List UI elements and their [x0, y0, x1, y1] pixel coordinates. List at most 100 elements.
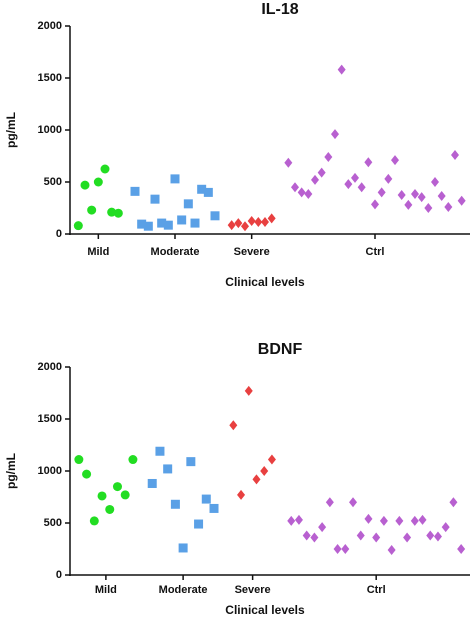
- point: [324, 152, 333, 163]
- point: [194, 519, 204, 529]
- x-axis-label: Clinical levels: [225, 275, 305, 289]
- point: [317, 167, 326, 178]
- point: [403, 532, 412, 543]
- point: [97, 491, 107, 501]
- x-tick-label: Mild: [95, 584, 117, 596]
- point: [457, 195, 466, 206]
- point: [147, 478, 157, 488]
- point: [186, 457, 196, 467]
- point: [444, 201, 453, 212]
- x-tick-label: Mild: [87, 246, 109, 258]
- point: [237, 489, 246, 500]
- y-tick-label: 2000: [38, 20, 62, 32]
- point: [395, 515, 404, 526]
- point: [341, 544, 350, 554]
- x-tick-label: Moderate: [151, 246, 200, 258]
- point: [351, 172, 359, 183]
- point: [261, 217, 269, 228]
- point: [302, 530, 311, 541]
- point: [310, 532, 319, 543]
- point: [297, 187, 306, 198]
- x-axis-label: Clinical levels: [225, 603, 305, 617]
- point: [457, 544, 466, 554]
- point: [287, 515, 296, 526]
- point: [291, 182, 299, 193]
- point: [387, 545, 396, 556]
- point: [424, 203, 433, 213]
- point: [197, 184, 207, 194]
- point: [170, 174, 180, 184]
- y-tick-label: 1000: [38, 124, 62, 136]
- point: [433, 531, 442, 542]
- point: [80, 180, 90, 190]
- point: [451, 149, 459, 160]
- point: [244, 385, 253, 396]
- point: [411, 188, 419, 199]
- point: [163, 464, 173, 474]
- point: [247, 216, 256, 226]
- point: [203, 187, 213, 197]
- point: [170, 499, 180, 509]
- point: [357, 182, 366, 193]
- point: [112, 482, 122, 492]
- point: [155, 446, 165, 456]
- point: [379, 515, 388, 526]
- y-tick-label: 0: [56, 228, 62, 240]
- point: [113, 208, 123, 218]
- point: [157, 218, 167, 228]
- point: [331, 129, 339, 140]
- y-tick-label: 2000: [38, 361, 62, 373]
- point: [333, 544, 342, 554]
- point: [449, 497, 458, 508]
- point: [284, 157, 293, 168]
- point: [254, 217, 263, 228]
- point: [431, 177, 439, 187]
- point: [105, 504, 115, 514]
- point: [410, 515, 419, 526]
- point: [252, 474, 261, 485]
- x-tick-label: Ctrl: [367, 584, 386, 596]
- point: [82, 469, 92, 479]
- point: [73, 221, 83, 231]
- point: [128, 455, 138, 465]
- point: [229, 420, 238, 431]
- point: [190, 218, 200, 228]
- point: [377, 187, 386, 198]
- point: [93, 177, 103, 187]
- y-tick-label: 0: [56, 569, 62, 581]
- point: [234, 218, 243, 229]
- chart-title: IL-18: [261, 1, 298, 18]
- point: [397, 190, 406, 200]
- point: [120, 490, 130, 500]
- point: [137, 219, 147, 229]
- point: [201, 494, 211, 504]
- point: [356, 530, 365, 541]
- point: [178, 543, 188, 553]
- chart-title: BDNF: [258, 341, 303, 358]
- point: [391, 155, 399, 166]
- y-tick-label: 1500: [38, 413, 62, 425]
- point: [183, 199, 193, 209]
- point: [87, 205, 97, 215]
- point: [349, 497, 358, 508]
- point: [241, 221, 249, 232]
- point: [364, 513, 373, 524]
- point: [130, 186, 140, 196]
- point: [426, 530, 435, 541]
- point: [318, 522, 327, 533]
- point: [417, 192, 426, 203]
- point: [177, 215, 187, 225]
- point: [107, 207, 117, 217]
- point: [267, 454, 276, 465]
- x-tick-label: Ctrl: [366, 246, 385, 258]
- point: [150, 194, 160, 204]
- point: [267, 213, 276, 224]
- point: [163, 220, 173, 230]
- point: [437, 191, 446, 202]
- x-tick-label: Severe: [234, 246, 270, 258]
- point: [311, 174, 319, 185]
- point: [344, 179, 353, 190]
- y-axis-label: pg/mL: [4, 112, 18, 148]
- x-tick-label: Moderate: [159, 584, 208, 596]
- y-tick-label: 500: [44, 176, 62, 188]
